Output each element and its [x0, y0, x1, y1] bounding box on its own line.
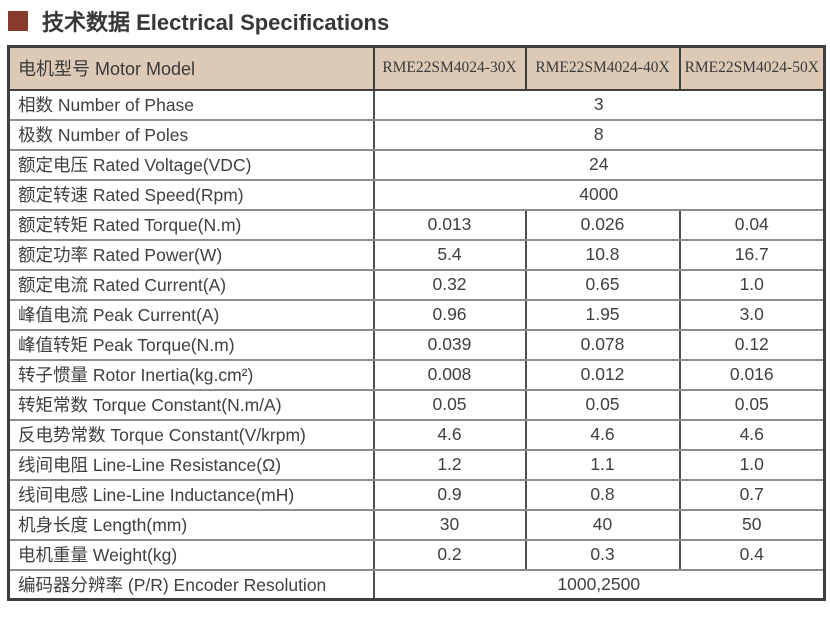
- row-value: 0.12: [678, 328, 826, 361]
- row-value: 0.016: [678, 358, 826, 391]
- row-value: 0.2: [372, 538, 527, 571]
- row-value: 0.05: [372, 388, 527, 421]
- row-value: 3: [372, 88, 826, 121]
- table-row: 峰值电流 Peak Current(A) 0.96 1.95 3.0: [7, 298, 826, 331]
- table-row: 反电势常数 Torque Constant(V/krpm) 4.6 4.6 4.6: [7, 418, 826, 451]
- row-value: 0.05: [524, 388, 681, 421]
- row-value: 1.2: [372, 448, 527, 481]
- table-row: 线间电阻 Line-Line Resistance(Ω) 1.2 1.1 1.0: [7, 448, 826, 481]
- row-value: 0.65: [524, 268, 681, 301]
- row-value: 0.026: [524, 208, 681, 241]
- specs-table: 电机型号 Motor Model RME22SM4024-30X RME22SM…: [7, 45, 826, 601]
- header-model-2: RME22SM4024-40X: [524, 45, 681, 91]
- row-value: 1.95: [524, 298, 681, 331]
- header-motor-model-label: 电机型号 Motor Model: [7, 45, 375, 91]
- table-row: 编码器分辨率 (P/R) Encoder Resolution 1000,2500: [7, 568, 826, 601]
- table-row: 额定功率 Rated Power(W) 5.4 10.8 16.7: [7, 238, 826, 271]
- row-label: 转矩常数 Torque Constant(N.m/A): [7, 388, 375, 421]
- table-row: 转矩常数 Torque Constant(N.m/A) 0.05 0.05 0.05: [7, 388, 826, 421]
- row-value: 1.0: [678, 448, 826, 481]
- row-value: 50: [678, 508, 826, 541]
- row-label: 线间电感 Line-Line Inductance(mH): [7, 478, 375, 511]
- row-value: 0.4: [678, 538, 826, 571]
- row-value: 4.6: [372, 418, 527, 451]
- table-row: 机身长度 Length(mm) 30 40 50: [7, 508, 826, 541]
- table-row: 额定转矩 Rated Torque(N.m) 0.013 0.026 0.04: [7, 208, 826, 241]
- row-value: 0.013: [372, 208, 527, 241]
- row-label: 线间电阻 Line-Line Resistance(Ω): [7, 448, 375, 481]
- row-value: 24: [372, 148, 826, 181]
- row-label: 相数 Number of Phase: [7, 88, 375, 121]
- row-value: 0.3: [524, 538, 681, 571]
- spec-sheet-page: 技术数据 Electrical Specifications 电机型号 Moto…: [7, 4, 826, 601]
- row-label: 峰值电流 Peak Current(A): [7, 298, 375, 331]
- row-value: 4.6: [524, 418, 681, 451]
- row-value: 1.0: [678, 268, 826, 301]
- row-value: 0.039: [372, 328, 527, 361]
- table-row: 额定电压 Rated Voltage(VDC) 24: [7, 148, 826, 181]
- row-value: 40: [524, 508, 681, 541]
- table-row: 相数 Number of Phase 3: [7, 88, 826, 121]
- row-value: 4000: [372, 178, 826, 211]
- row-value: 0.7: [678, 478, 826, 511]
- row-label: 额定电压 Rated Voltage(VDC): [7, 148, 375, 181]
- row-value: 0.078: [524, 328, 681, 361]
- row-label: 机身长度 Length(mm): [7, 508, 375, 541]
- row-value: 0.9: [372, 478, 527, 511]
- table-row: 极数 Number of Poles 8: [7, 118, 826, 151]
- row-value: 1000,2500: [372, 568, 826, 601]
- table-row: 峰值转矩 Peak Torque(N.m) 0.039 0.078 0.12: [7, 328, 826, 361]
- header-model-1: RME22SM4024-30X: [372, 45, 527, 91]
- page-title: 技术数据 Electrical Specifications: [42, 9, 390, 35]
- row-label: 电机重量 Weight(kg): [7, 538, 375, 571]
- row-value: 5.4: [372, 238, 527, 271]
- table-row: 转子惯量 Rotor Inertia(kg.cm²) 0.008 0.012 0.01…: [7, 358, 826, 391]
- section-bullet-icon: [8, 10, 28, 31]
- row-label: 极数 Number of Poles: [7, 118, 375, 151]
- specs-table-header: 电机型号 Motor Model RME22SM4024-30X RME22SM…: [7, 45, 826, 91]
- row-label: 编码器分辨率 (P/R) Encoder Resolution: [7, 568, 375, 601]
- table-row: 额定转速 Rated Speed(Rpm) 4000: [7, 178, 826, 211]
- row-label: 反电势常数 Torque Constant(V/krpm): [7, 418, 375, 451]
- row-value: 0.05: [678, 388, 826, 421]
- row-value: 10.8: [524, 238, 681, 271]
- row-value: 0.008: [372, 358, 527, 391]
- table-row: 电机重量 Weight(kg) 0.2 0.3 0.4: [7, 538, 826, 571]
- specs-table-body: 相数 Number of Phase 3 极数 Number of Poles 8 额定…: [7, 88, 826, 601]
- row-label: 额定转矩 Rated Torque(N.m): [7, 208, 375, 241]
- row-value: 0.32: [372, 268, 527, 301]
- row-label: 额定功率 Rated Power(W): [7, 238, 375, 271]
- row-label: 额定转速 Rated Speed(Rpm): [7, 178, 375, 211]
- row-value: 0.012: [524, 358, 681, 391]
- row-value: 1.1: [524, 448, 681, 481]
- header-model-3: RME22SM4024-50X: [678, 45, 826, 91]
- row-value: 4.6: [678, 418, 826, 451]
- row-value: 8: [372, 118, 826, 151]
- row-label: 额定电流 Rated Current(A): [7, 268, 375, 301]
- row-label: 转子惯量 Rotor Inertia(kg.cm²): [7, 358, 375, 391]
- row-value: 0.04: [678, 208, 826, 241]
- table-row: 线间电感 Line-Line Inductance(mH) 0.9 0.8 0.7: [7, 478, 826, 511]
- row-value: 0.96: [372, 298, 527, 331]
- table-row: 额定电流 Rated Current(A) 0.32 0.65 1.0: [7, 268, 826, 301]
- row-value: 3.0: [678, 298, 826, 331]
- row-value: 16.7: [678, 238, 826, 271]
- section-title: 技术数据 Electrical Specifications: [8, 4, 823, 37]
- row-value: 30: [372, 508, 527, 541]
- header-row: 电机型号 Motor Model RME22SM4024-30X RME22SM…: [7, 45, 826, 91]
- row-label: 峰值转矩 Peak Torque(N.m): [7, 328, 375, 361]
- row-value: 0.8: [524, 478, 681, 511]
